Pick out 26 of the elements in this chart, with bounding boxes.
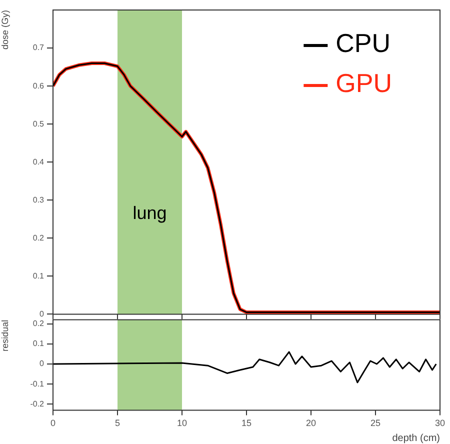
legend-label: CPU — [336, 28, 391, 58]
legend-label: GPU — [336, 68, 392, 98]
y-axis-title: dose (Gy) — [0, 10, 10, 50]
x-tick-label: 15 — [241, 418, 252, 428]
x-tick-label: 25 — [370, 418, 381, 428]
y-tick-label: -0.2 — [30, 399, 45, 408]
y-tick-label: 0.1 — [32, 339, 45, 348]
band-label: lung — [132, 202, 167, 223]
y-tick-label: -0.1 — [30, 379, 45, 388]
y-tick-label: 0.5 — [32, 119, 45, 128]
x-tick-label: 0 — [50, 418, 56, 428]
y-tick-label: 0 — [40, 359, 45, 368]
y-tick-label: 0 — [40, 309, 45, 318]
y-axis-title: residual — [0, 320, 10, 352]
y-tick-label: 0.3 — [32, 195, 45, 204]
x-tick-label: 10 — [176, 418, 188, 428]
y-tick-label: 0.2 — [32, 319, 45, 328]
y-tick-label: 0.6 — [32, 81, 45, 90]
x-tick-label: 30 — [434, 418, 446, 428]
x-tick-label: 20 — [306, 418, 316, 428]
y-tick-label: 0.7 — [32, 43, 45, 52]
y-tick-label: 0.2 — [32, 233, 45, 242]
y-tick-label: 0.4 — [32, 157, 45, 166]
y-tick-label: 0.1 — [32, 271, 45, 280]
x-tick-label: 5 — [114, 418, 120, 428]
x-axis-title: depth (cm) — [392, 432, 440, 444]
